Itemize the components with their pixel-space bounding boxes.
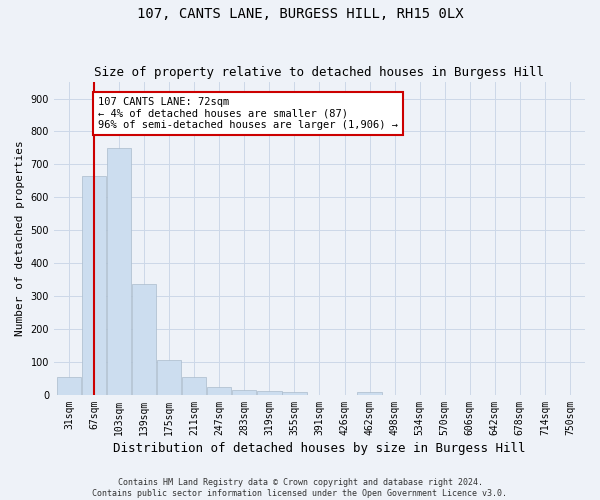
Bar xyxy=(132,284,156,395)
Bar xyxy=(182,378,206,395)
Bar xyxy=(207,386,232,395)
Text: 107 CANTS LANE: 72sqm
← 4% of detached houses are smaller (87)
96% of semi-detac: 107 CANTS LANE: 72sqm ← 4% of detached h… xyxy=(98,97,398,130)
Y-axis label: Number of detached properties: Number of detached properties xyxy=(15,140,25,336)
Bar xyxy=(232,390,256,395)
Bar xyxy=(157,360,181,395)
Text: 107, CANTS LANE, BURGESS HILL, RH15 0LX: 107, CANTS LANE, BURGESS HILL, RH15 0LX xyxy=(137,8,463,22)
Bar xyxy=(282,392,307,395)
Bar xyxy=(82,176,106,395)
Bar xyxy=(358,392,382,395)
Text: Contains HM Land Registry data © Crown copyright and database right 2024.
Contai: Contains HM Land Registry data © Crown c… xyxy=(92,478,508,498)
Bar xyxy=(257,391,281,395)
Title: Size of property relative to detached houses in Burgess Hill: Size of property relative to detached ho… xyxy=(94,66,544,80)
Bar xyxy=(57,377,81,395)
X-axis label: Distribution of detached houses by size in Burgess Hill: Distribution of detached houses by size … xyxy=(113,442,526,455)
Bar xyxy=(107,148,131,395)
